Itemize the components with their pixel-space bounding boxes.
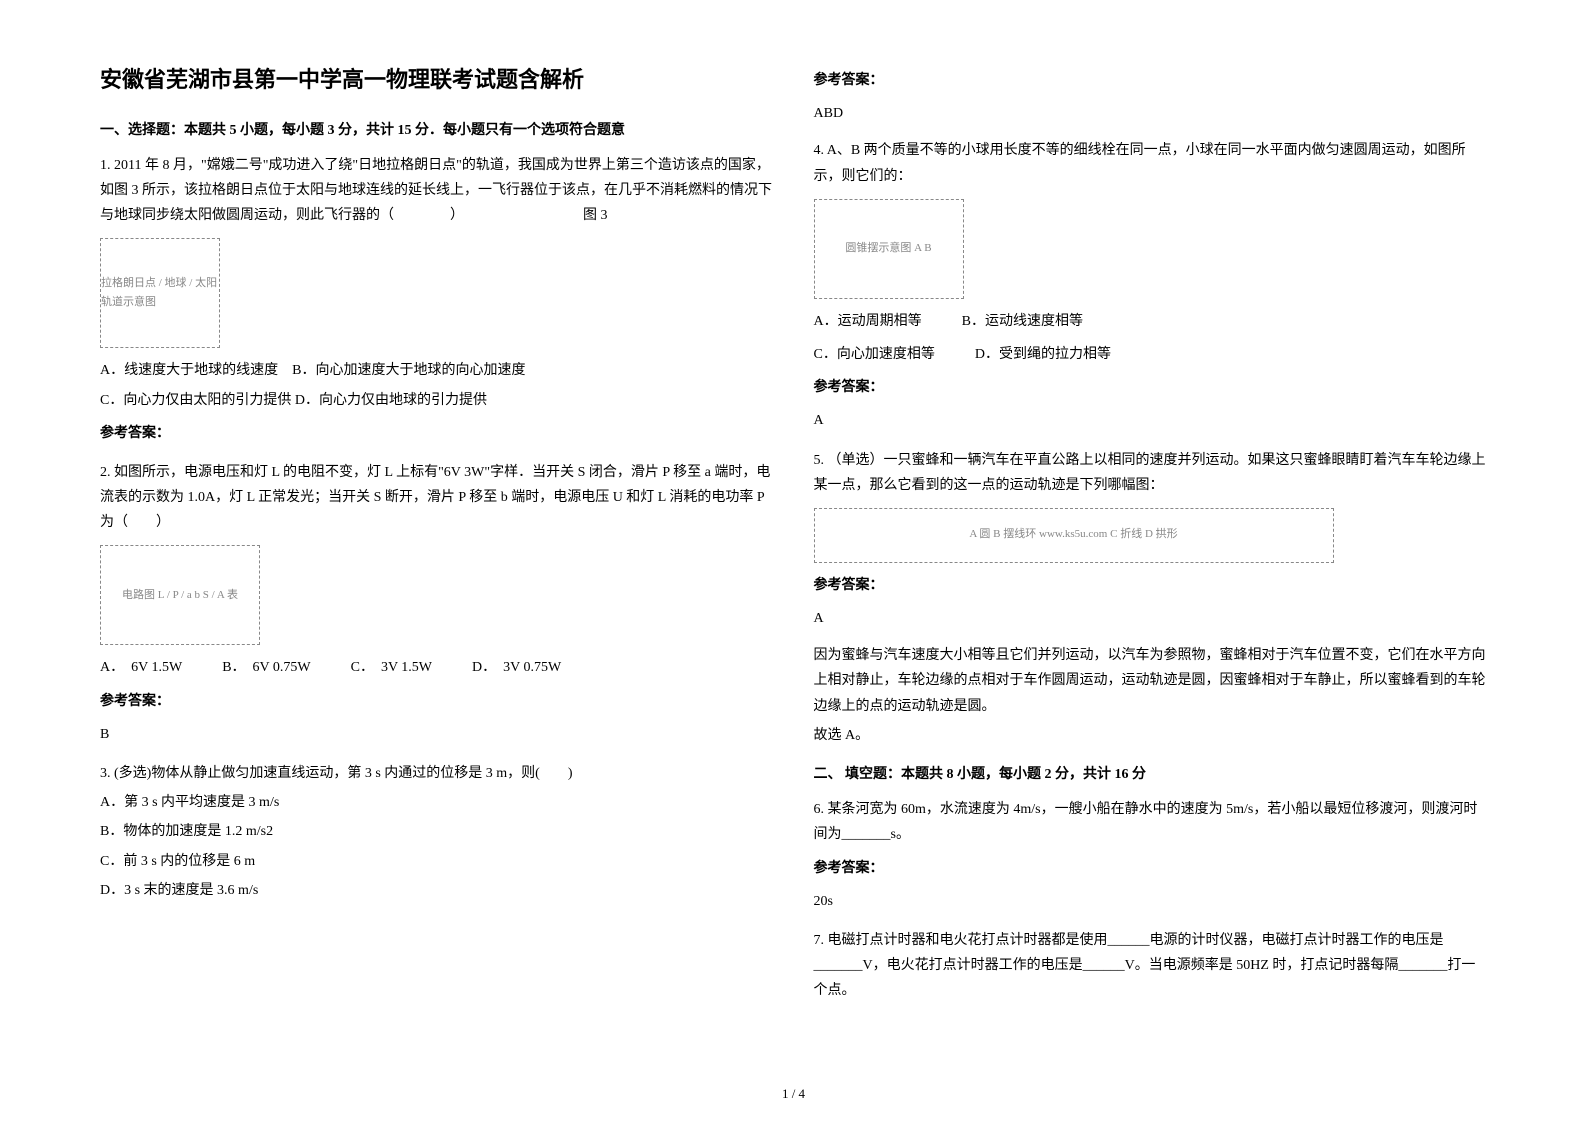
q4-options-1: A．运动周期相等 B．运动线速度相等 — [814, 309, 1488, 334]
q2-opt-b: B． 6V 0.75W — [222, 655, 310, 680]
q3-opt-d: D．3 s 末的速度是 3.6 m/s — [100, 878, 774, 903]
q1-answer-label: 参考答案： — [100, 421, 774, 446]
exam-title: 安徽省芜湖市县第一中学高一物理联考试题含解析 — [100, 60, 774, 100]
q2-options: A． 6V 1.5W B． 6V 0.75W C． 3V 1.5W D． 3V … — [100, 655, 774, 680]
q7-text: 7. 电磁打点计时器和电火花打点计时器都是使用______电源的计时仪器，电磁打… — [814, 928, 1488, 1004]
q4-options-2: C．向心加速度相等 D．受到绳的拉力相等 — [814, 342, 1488, 367]
q3-opt-b: B．物体的加速度是 1.2 m/s2 — [100, 819, 774, 844]
q4-opt-c: C．向心加速度相等 — [814, 342, 935, 367]
section1-heading: 一、选择题：本题共 5 小题，每小题 3 分，共计 15 分．每小题只有一个选项… — [100, 118, 774, 143]
q3-opt-c: C．前 3 s 内的位移是 6 m — [100, 849, 774, 874]
q5-answer-label: 参考答案： — [814, 573, 1488, 598]
question-6: 6. 某条河宽为 60m，水流速度为 4m/s，一艘小船在静水中的速度为 5m/… — [814, 797, 1488, 914]
q5-pick: 故选 A。 — [814, 723, 1488, 748]
q2-opt-d: D． 3V 0.75W — [472, 655, 561, 680]
q2-answer-label: 参考答案： — [100, 689, 774, 714]
right-column: 参考答案： ABD 4. A、B 两个质量不等的小球用长度不等的细线栓在同一点，… — [794, 60, 1508, 1092]
q4-answer: A — [814, 408, 1488, 433]
q4-text: 4. A、B 两个质量不等的小球用长度不等的细线栓在同一点，小球在同一水平面内做… — [814, 138, 1488, 188]
question-5: 5. （单选）一只蜜蜂和一辆汽车在平直公路上以相同的速度并列运动。如果这只蜜蜂眼… — [814, 448, 1488, 749]
q5-answer: A — [814, 606, 1488, 631]
q2-figure: 电路图 L / P / a b S / A 表 — [100, 545, 260, 645]
q4-opt-b: B．运动线速度相等 — [962, 309, 1083, 334]
q4-opt-d: D．受到绳的拉力相等 — [975, 342, 1111, 367]
q1-opt-ab: A．线速度大于地球的线速度 B．向心加速度大于地球的向心加速度 — [100, 358, 774, 383]
q6-answer-label: 参考答案： — [814, 856, 1488, 881]
q5-text: 5. （单选）一只蜜蜂和一辆汽车在平直公路上以相同的速度并列运动。如果这只蜜蜂眼… — [814, 448, 1488, 498]
q2-opt-a: A． 6V 1.5W — [100, 655, 182, 680]
q6-answer: 20s — [814, 889, 1488, 914]
page-number: 1 / 4 — [0, 1086, 1587, 1102]
question-4: 4. A、B 两个质量不等的小球用长度不等的细线栓在同一点，小球在同一水平面内做… — [814, 138, 1488, 433]
q3-answer-label: 参考答案： — [814, 68, 1488, 93]
q2-text: 2. 如图所示，电源电压和灯 L 的电阻不变，灯 L 上标有"6V 3W"字样．… — [100, 460, 774, 536]
question-3: 3. (多选)物体从静止做匀加速直线运动，第 3 s 内通过的位移是 3 m，则… — [100, 761, 774, 903]
q6-text: 6. 某条河宽为 60m，水流速度为 4m/s，一艘小船在静水中的速度为 5m/… — [814, 797, 1488, 847]
q3-answer: ABD — [814, 101, 1488, 126]
question-7: 7. 电磁打点计时器和电火花打点计时器都是使用______电源的计时仪器，电磁打… — [814, 928, 1488, 1004]
q3-text: 3. (多选)物体从静止做匀加速直线运动，第 3 s 内通过的位移是 3 m，则… — [100, 761, 774, 786]
q5-figure: A 圆 B 摆线环 www.ks5u.com C 折线 D 拱形 — [814, 508, 1334, 563]
q2-answer: B — [100, 722, 774, 747]
left-column: 安徽省芜湖市县第一中学高一物理联考试题含解析 一、选择题：本题共 5 小题，每小… — [80, 60, 794, 1092]
q4-figure: 圆锥摆示意图 A B — [814, 199, 964, 299]
q5-explain: 因为蜜蜂与汽车速度大小相等且它们并列运动，以汽车为参照物，蜜蜂相对于汽车位置不变… — [814, 643, 1488, 719]
q4-opt-a: A．运动周期相等 — [814, 309, 922, 334]
question-1: 1. 2011 年 8 月，"嫦娥二号"成功进入了绕"日地拉格朗日点"的轨道，我… — [100, 153, 774, 446]
q2-opt-c: C． 3V 1.5W — [351, 655, 432, 680]
section2-heading: 二、 填空题：本题共 8 小题，每小题 2 分，共计 16 分 — [814, 762, 1488, 787]
q4-answer-label: 参考答案： — [814, 375, 1488, 400]
q1-figure: 拉格朗日点 / 地球 / 太阳 轨道示意图 — [100, 238, 220, 348]
q1-text: 1. 2011 年 8 月，"嫦娥二号"成功进入了绕"日地拉格朗日点"的轨道，我… — [100, 153, 774, 229]
q3-opt-a: A．第 3 s 内平均速度是 3 m/s — [100, 790, 774, 815]
q1-opt-cd: C．向心力仅由太阳的引力提供 D．向心力仅由地球的引力提供 — [100, 388, 774, 413]
question-2: 2. 如图所示，电源电压和灯 L 的电阻不变，灯 L 上标有"6V 3W"字样．… — [100, 460, 774, 747]
